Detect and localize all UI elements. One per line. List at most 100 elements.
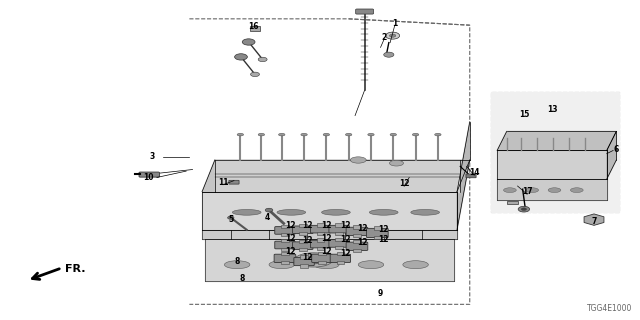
Text: 10: 10 xyxy=(143,173,153,182)
Text: 12: 12 xyxy=(358,224,368,233)
FancyBboxPatch shape xyxy=(353,234,361,237)
FancyBboxPatch shape xyxy=(337,261,344,264)
FancyBboxPatch shape xyxy=(317,223,324,227)
Circle shape xyxy=(235,54,247,60)
FancyBboxPatch shape xyxy=(335,246,343,249)
Ellipse shape xyxy=(411,210,440,215)
FancyBboxPatch shape xyxy=(337,252,344,255)
Text: 12: 12 xyxy=(285,247,295,257)
FancyBboxPatch shape xyxy=(346,227,368,236)
Ellipse shape xyxy=(570,188,583,193)
Polygon shape xyxy=(497,179,607,200)
Ellipse shape xyxy=(504,188,516,193)
Circle shape xyxy=(258,57,267,62)
Circle shape xyxy=(522,208,527,211)
FancyBboxPatch shape xyxy=(281,225,289,228)
Ellipse shape xyxy=(403,261,428,269)
Ellipse shape xyxy=(368,133,374,136)
FancyBboxPatch shape xyxy=(329,240,349,247)
FancyBboxPatch shape xyxy=(353,249,361,252)
FancyBboxPatch shape xyxy=(353,225,361,228)
Ellipse shape xyxy=(278,133,285,136)
Text: 11: 11 xyxy=(218,178,228,187)
Polygon shape xyxy=(205,239,454,281)
FancyBboxPatch shape xyxy=(353,240,361,244)
FancyBboxPatch shape xyxy=(299,224,307,227)
Text: 1: 1 xyxy=(392,19,397,28)
Ellipse shape xyxy=(412,133,419,136)
Polygon shape xyxy=(497,150,607,179)
FancyBboxPatch shape xyxy=(250,26,260,31)
FancyBboxPatch shape xyxy=(281,252,289,255)
FancyBboxPatch shape xyxy=(294,257,314,266)
Text: 12: 12 xyxy=(302,221,312,230)
Ellipse shape xyxy=(321,210,350,215)
Ellipse shape xyxy=(237,133,244,136)
Text: FR.: FR. xyxy=(65,264,86,275)
Circle shape xyxy=(228,216,234,219)
Circle shape xyxy=(390,34,396,37)
FancyBboxPatch shape xyxy=(299,248,307,252)
FancyBboxPatch shape xyxy=(335,238,343,241)
Polygon shape xyxy=(491,92,620,212)
FancyBboxPatch shape xyxy=(317,238,324,242)
Text: 12: 12 xyxy=(340,221,351,230)
Polygon shape xyxy=(497,132,616,150)
FancyBboxPatch shape xyxy=(318,261,326,264)
FancyBboxPatch shape xyxy=(318,252,326,255)
Text: 12: 12 xyxy=(321,220,332,229)
Text: 9: 9 xyxy=(377,289,383,298)
Ellipse shape xyxy=(301,133,307,136)
Text: 6: 6 xyxy=(614,145,619,154)
FancyBboxPatch shape xyxy=(274,254,296,262)
FancyBboxPatch shape xyxy=(374,227,381,230)
Ellipse shape xyxy=(350,157,366,163)
Ellipse shape xyxy=(526,188,539,193)
Text: 12: 12 xyxy=(358,238,368,247)
Text: 8: 8 xyxy=(234,257,240,266)
Text: TGG4E1000: TGG4E1000 xyxy=(587,304,632,313)
FancyBboxPatch shape xyxy=(281,233,289,236)
FancyBboxPatch shape xyxy=(466,174,476,178)
Ellipse shape xyxy=(314,261,339,269)
FancyBboxPatch shape xyxy=(310,225,331,233)
Ellipse shape xyxy=(294,253,333,267)
FancyBboxPatch shape xyxy=(292,226,313,234)
Polygon shape xyxy=(215,160,460,192)
Circle shape xyxy=(250,72,259,76)
Text: 15: 15 xyxy=(520,109,530,118)
Polygon shape xyxy=(202,192,457,230)
Ellipse shape xyxy=(225,261,250,269)
FancyBboxPatch shape xyxy=(300,264,308,268)
Text: 12: 12 xyxy=(302,236,312,245)
Circle shape xyxy=(265,208,273,212)
FancyBboxPatch shape xyxy=(317,232,324,235)
Text: 7: 7 xyxy=(591,217,596,226)
FancyBboxPatch shape xyxy=(330,254,351,262)
FancyBboxPatch shape xyxy=(229,180,239,184)
Text: 3: 3 xyxy=(150,152,155,161)
Text: 2: 2 xyxy=(381,33,387,42)
FancyBboxPatch shape xyxy=(346,242,368,251)
Ellipse shape xyxy=(435,133,441,136)
FancyBboxPatch shape xyxy=(317,247,324,250)
FancyBboxPatch shape xyxy=(299,240,307,243)
Text: 16: 16 xyxy=(248,22,259,31)
Text: 12: 12 xyxy=(321,247,332,257)
Text: 12: 12 xyxy=(340,235,351,244)
Circle shape xyxy=(518,206,530,212)
Circle shape xyxy=(386,32,399,39)
FancyBboxPatch shape xyxy=(310,240,331,248)
Text: 4: 4 xyxy=(265,212,270,222)
Ellipse shape xyxy=(358,261,384,269)
FancyBboxPatch shape xyxy=(281,261,289,264)
FancyBboxPatch shape xyxy=(139,172,159,177)
FancyBboxPatch shape xyxy=(367,228,388,237)
Polygon shape xyxy=(202,230,457,239)
Circle shape xyxy=(384,52,394,57)
Text: 8: 8 xyxy=(239,275,245,284)
FancyBboxPatch shape xyxy=(507,201,518,204)
Text: 12: 12 xyxy=(321,234,332,243)
FancyBboxPatch shape xyxy=(281,248,289,251)
Text: 17: 17 xyxy=(522,187,532,196)
